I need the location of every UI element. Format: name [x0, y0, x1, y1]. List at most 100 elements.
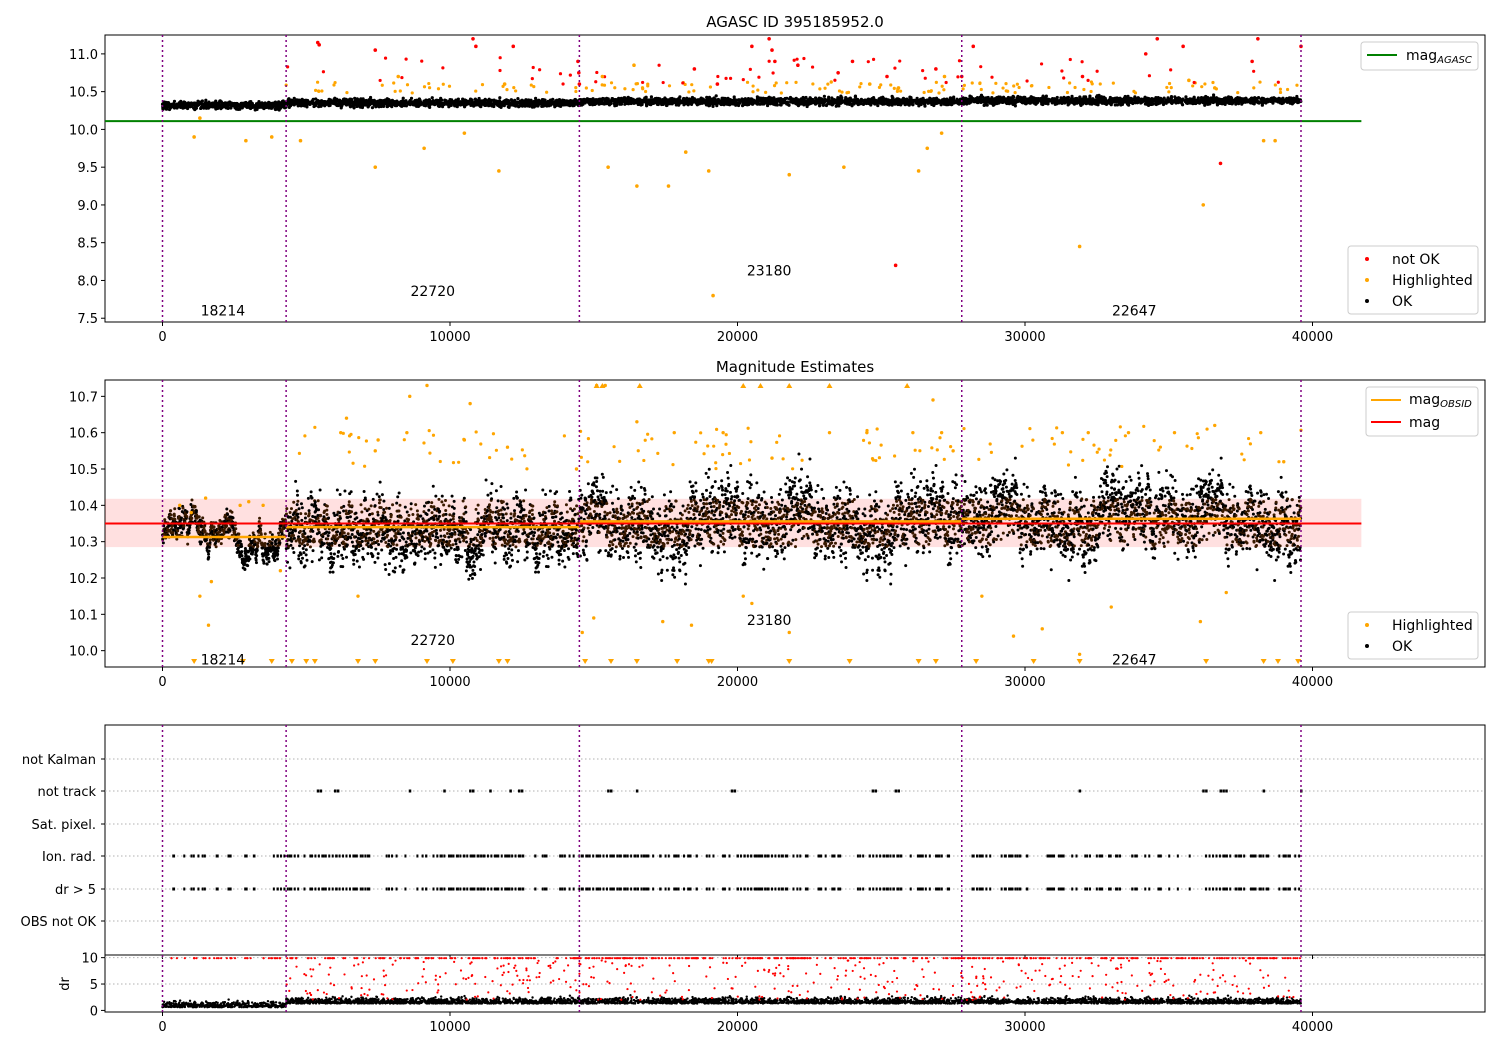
ok-point [401, 96, 405, 100]
ok-point [785, 96, 789, 100]
ok-point [803, 99, 807, 103]
highlighted-point [829, 80, 833, 84]
ok-point [370, 106, 375, 110]
ok-point [845, 100, 849, 104]
ok-point [848, 101, 852, 105]
not-ok-point [944, 80, 948, 85]
ok-point [1214, 96, 1219, 100]
ok-point [194, 509, 198, 513]
ok-point [625, 100, 629, 104]
highlighted-point [396, 74, 401, 79]
ok-point [506, 101, 510, 105]
ok-point [1185, 101, 1190, 106]
ok-point [719, 102, 723, 107]
ok-point [267, 106, 271, 110]
ok-point [1262, 97, 1266, 101]
y-tick-label: 8.5 [77, 237, 98, 252]
ok-point [1012, 102, 1016, 107]
legend-status-label: OK [1392, 294, 1413, 310]
not-ok-point [1155, 36, 1160, 41]
ok-point [208, 538, 212, 542]
ok-point [762, 101, 766, 105]
ok-point [1039, 96, 1043, 101]
highlighted-point [774, 81, 778, 85]
highlighted-point [970, 81, 974, 85]
ok-point [1136, 96, 1140, 100]
ok-point [363, 100, 367, 105]
ok-point [1083, 100, 1087, 104]
ok-point [334, 102, 339, 106]
ok-point [471, 103, 475, 107]
ok-point [1148, 100, 1152, 104]
ok-point [1045, 97, 1049, 101]
not-ok-point [934, 67, 938, 71]
ok-point [1133, 95, 1137, 99]
highlighted-point [474, 89, 478, 93]
highlighted-point [892, 86, 896, 90]
ok-point [1051, 100, 1055, 104]
ok-point [1042, 98, 1046, 102]
ok-point [1195, 100, 1199, 105]
ok-point [476, 99, 480, 104]
ok-point [347, 100, 351, 104]
highlighted-point [1165, 85, 1169, 90]
ok-point [1044, 94, 1048, 98]
not-ok-point [471, 36, 475, 41]
ok-point [968, 94, 972, 98]
ok-point [504, 98, 509, 102]
ok-point [203, 529, 207, 533]
legend-status-label: not OK [1392, 252, 1440, 268]
ok-point [366, 102, 370, 106]
not-ok-point [770, 48, 774, 52]
highlighted-point [934, 80, 938, 84]
not-ok-point [866, 60, 870, 64]
highlighted-point [380, 83, 384, 87]
ok-point [173, 507, 177, 511]
ok-point [186, 101, 191, 105]
ok-point [871, 96, 876, 100]
ok-point [759, 101, 763, 106]
ok-point [263, 104, 267, 109]
not-ok-point [530, 77, 534, 81]
ok-point [982, 103, 986, 107]
ok-point [714, 94, 718, 98]
highlighted-point [794, 80, 798, 84]
ok-point [460, 100, 464, 104]
highlighted-point [1065, 90, 1070, 95]
ok-point [332, 101, 336, 105]
not-ok-point [595, 70, 599, 75]
highlighted-point [545, 90, 549, 94]
ok-point [879, 97, 884, 101]
highlighted-point [1273, 83, 1277, 87]
highlighted-point [1273, 138, 1277, 143]
ok-point [189, 502, 193, 506]
ok-point [1091, 100, 1095, 104]
highlighted-point [899, 89, 903, 93]
not-ok-point [404, 57, 408, 61]
not-ok-point [957, 59, 962, 63]
ok-point [1010, 98, 1014, 102]
ok-point [305, 98, 310, 103]
highlighted-point [198, 116, 202, 120]
ok-point [257, 100, 261, 104]
y-tick-label: 8.0 [77, 274, 98, 289]
ok-point [489, 98, 493, 103]
ok-point [755, 95, 759, 99]
agasc-magnitude-panel: AGASC ID 395185952.0 1821422720231802264… [69, 13, 1486, 345]
ok-point [1088, 98, 1093, 102]
not-ok-point [728, 76, 733, 80]
ok-point [1193, 101, 1197, 105]
ok-point [530, 105, 534, 109]
ok-point [186, 542, 190, 546]
ok-point [318, 99, 322, 103]
y-tick-label: 10.5 [69, 86, 98, 101]
highlighted-point [609, 81, 614, 85]
ok-point [609, 101, 613, 105]
ok-point [165, 103, 169, 107]
ok-point [507, 105, 511, 109]
ok-point [181, 506, 185, 510]
ok-point [208, 545, 212, 549]
ok-point [998, 98, 1002, 102]
ok-point [334, 98, 339, 103]
legend-agasc-subscript: AGASC [1436, 55, 1472, 66]
